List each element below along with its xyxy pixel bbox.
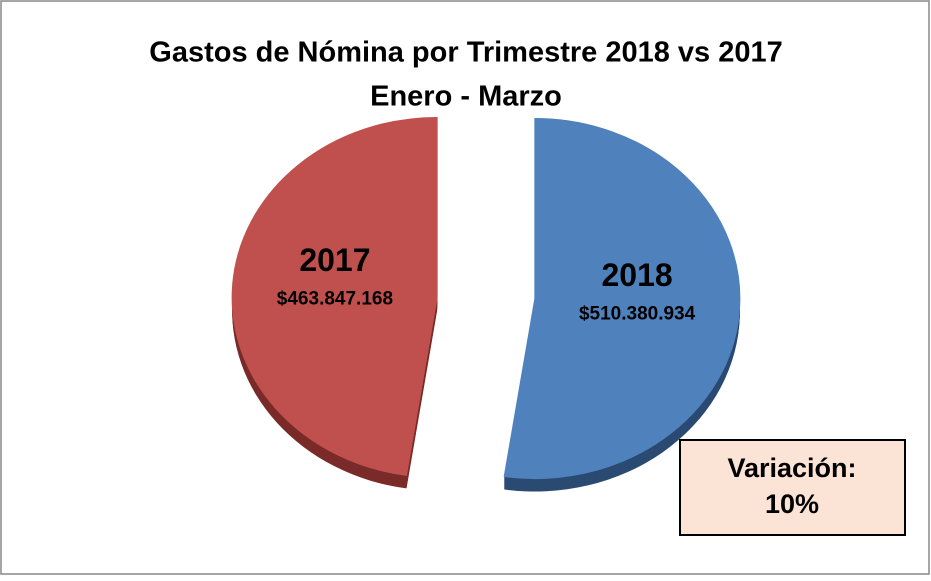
slice [503,118,741,480]
annotation-text: Variación: [727,453,856,483]
chart-subtitle: Enero - Marzo [370,81,562,113]
chart-title: Gastos de Nómina por Trimestre 2018 vs 2… [149,37,782,69]
annotation-value: 10% [765,489,819,519]
pie [231,116,741,492]
value-label: $463.847.168 [277,289,393,310]
slice [231,116,438,476]
annotation-box [679,439,906,536]
slice-label: 2018 [601,257,672,293]
value-label: $510.380.934 [579,303,696,324]
slice-label: 2017 [299,242,370,278]
